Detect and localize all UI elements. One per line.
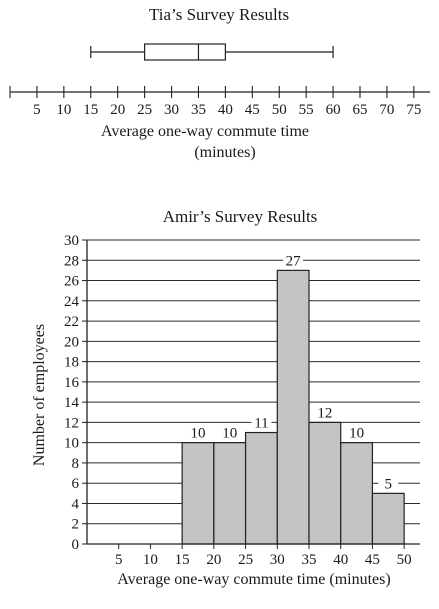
histogram-data-label-bg — [251, 414, 272, 430]
histogram-data-label: 10 — [191, 426, 206, 442]
histogram-x-tick-label: 10 — [143, 552, 158, 568]
histogram-y-tick-label: 4 — [72, 496, 80, 512]
box-plot-tick-label: 5 — [33, 102, 41, 118]
histogram-bar — [181, 442, 215, 545]
box-plot-tick-label: 10 — [56, 102, 71, 118]
box-plot-tick-label: 70 — [379, 102, 394, 118]
histogram-title: Amir’s Survey Results — [163, 207, 318, 226]
histogram-y-axis-label: Number of employees — [31, 324, 48, 466]
histogram-bars — [181, 269, 405, 545]
box-plot-shape — [90, 43, 334, 61]
box-plot-box — [144, 43, 226, 61]
histogram-y-tick-label: 30 — [64, 233, 79, 249]
histogram-y-tick-label: 26 — [64, 274, 80, 290]
box-plot-tick-label: 60 — [326, 102, 341, 118]
histogram-data-label: 27 — [286, 253, 302, 269]
histogram-bar — [340, 442, 374, 545]
histogram-bar — [308, 421, 342, 545]
histogram-y-tick-label: 16 — [64, 375, 80, 391]
box-plot-tick-label: 30 — [164, 102, 179, 118]
histogram-data-label-bg — [378, 475, 399, 491]
box-plot-tick-label: 65 — [353, 102, 368, 118]
histogram-y-tick-label: 28 — [64, 253, 79, 269]
histogram-x-ticks: 5 10 15 20 25 30 35 40 45 50 — [115, 544, 412, 568]
histogram-x-tick-label: 50 — [397, 552, 412, 568]
histogram-data-label: 10 — [349, 426, 364, 442]
histogram-data-label: 12 — [317, 405, 332, 421]
histogram-bar — [371, 492, 405, 545]
box-plot-title: Tia’s Survey Results — [149, 5, 289, 24]
histogram-y-tick-label: 20 — [64, 334, 79, 350]
histogram-x-tick-label: 45 — [365, 552, 380, 568]
box-plot-x-axis-label-units: (minutes) — [194, 144, 255, 161]
histogram-x-axis-label: Average one-way commute time (minutes) — [117, 571, 390, 588]
box-plot-tick-label: 25 — [137, 102, 152, 118]
histogram-x-tick-label: 20 — [206, 552, 221, 568]
histogram-data-label-bg — [188, 424, 208, 440]
histogram-y-tick-label: 14 — [64, 395, 80, 411]
histogram-data-label-bg — [314, 404, 335, 420]
histogram-x-tick-label: 40 — [333, 552, 348, 568]
histogram-y-tick-label: 6 — [72, 476, 80, 492]
histogram-y-tick-label: 0 — [72, 537, 80, 553]
box-plot-chart: Tia’s Survey Results 5 10 15 20 25 30 35 40 45 50… — [9, 5, 430, 161]
histogram-y-tick-label: 12 — [64, 415, 79, 431]
box-plot-tick-label: 45 — [245, 102, 260, 118]
histogram-data-label: 10 — [222, 426, 237, 442]
box-plot-tick-label: 35 — [191, 102, 206, 118]
box-plot-tick-label: 40 — [218, 102, 233, 118]
box-plot-tick-label: 20 — [110, 102, 125, 118]
histogram-x-tick-label: 35 — [302, 552, 317, 568]
box-plot-ticks: 5 10 15 20 25 30 35 40 45 50 55 60 65 70 75 — [9, 86, 421, 118]
histogram-y-tick-label: 24 — [64, 294, 80, 310]
histogram-y-tick-label: 22 — [64, 314, 79, 330]
histogram-data-label: 11 — [254, 416, 268, 432]
histogram-y-tick-label: 10 — [64, 436, 79, 452]
histogram-data-label: 5 — [385, 476, 393, 492]
histogram-x-tick-label: 15 — [175, 552, 190, 568]
histogram-y-tick-label: 2 — [72, 517, 80, 533]
histogram-data-label-bg — [346, 424, 367, 440]
histogram-data-label-bg — [219, 424, 240, 440]
histogram-x-tick-label: 25 — [238, 552, 253, 568]
histogram-data-label-bg — [283, 252, 304, 268]
box-plot-tick-label: 55 — [299, 102, 314, 118]
box-plot-tick-label: 50 — [272, 102, 287, 118]
histogram-x-tick-label: 5 — [115, 552, 123, 568]
histogram-bar — [244, 431, 278, 545]
box-plot-x-axis-label: Average one-way commute time — [101, 123, 309, 140]
histogram-chart: Amir’s Survey Results 024681012141618202… — [31, 207, 420, 588]
histogram-data-labels: 10 10 11 27 12 10 5 — [188, 252, 399, 492]
histogram-y-tick-label: 8 — [72, 456, 80, 472]
histogram-bar — [276, 269, 310, 545]
histogram-bar — [213, 442, 247, 545]
histogram-axes — [86, 240, 420, 545]
box-plot-tick-label: 15 — [83, 102, 98, 118]
box-plot-tick-label: 75 — [406, 102, 421, 118]
histogram-x-tick-label: 30 — [270, 552, 285, 568]
histogram-y-tick-label: 18 — [64, 355, 79, 371]
